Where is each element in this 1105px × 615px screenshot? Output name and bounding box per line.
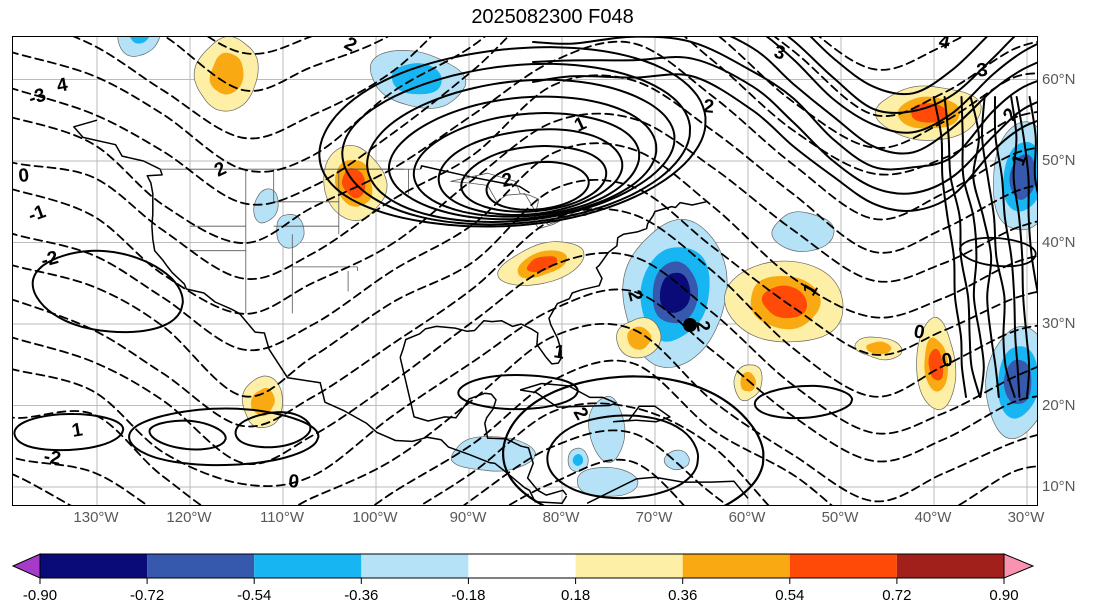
svg-text:0.90: 0.90 <box>989 587 1018 604</box>
svg-text:-2: -2 <box>42 446 62 470</box>
svg-text:-0.72: -0.72 <box>130 587 164 604</box>
svg-text:2: 2 <box>703 96 715 118</box>
svg-text:2: 2 <box>500 169 514 192</box>
svg-text:-3: -3 <box>26 85 49 110</box>
svg-text:2: 2 <box>341 37 361 57</box>
svg-text:0: 0 <box>18 165 30 187</box>
svg-text:-1: -1 <box>26 201 49 227</box>
svg-text:-0.54: -0.54 <box>237 587 271 604</box>
svg-text:-0.36: -0.36 <box>344 587 378 604</box>
svg-text:1: 1 <box>552 341 566 364</box>
svg-text:2: 2 <box>211 158 229 182</box>
svg-text:0: 0 <box>288 471 300 493</box>
svg-text:4: 4 <box>937 37 951 54</box>
svg-text:0.18: 0.18 <box>561 587 590 604</box>
svg-text:1: 1 <box>70 419 84 442</box>
svg-text:-0.90: -0.90 <box>23 587 57 604</box>
svg-text:-2: -2 <box>39 247 61 272</box>
svg-text:0.54: 0.54 <box>775 587 804 604</box>
svg-text:4: 4 <box>55 74 69 97</box>
svg-text:-0.18: -0.18 <box>451 587 485 604</box>
svg-text:0.36: 0.36 <box>668 587 697 604</box>
svg-text:0.72: 0.72 <box>882 587 911 604</box>
